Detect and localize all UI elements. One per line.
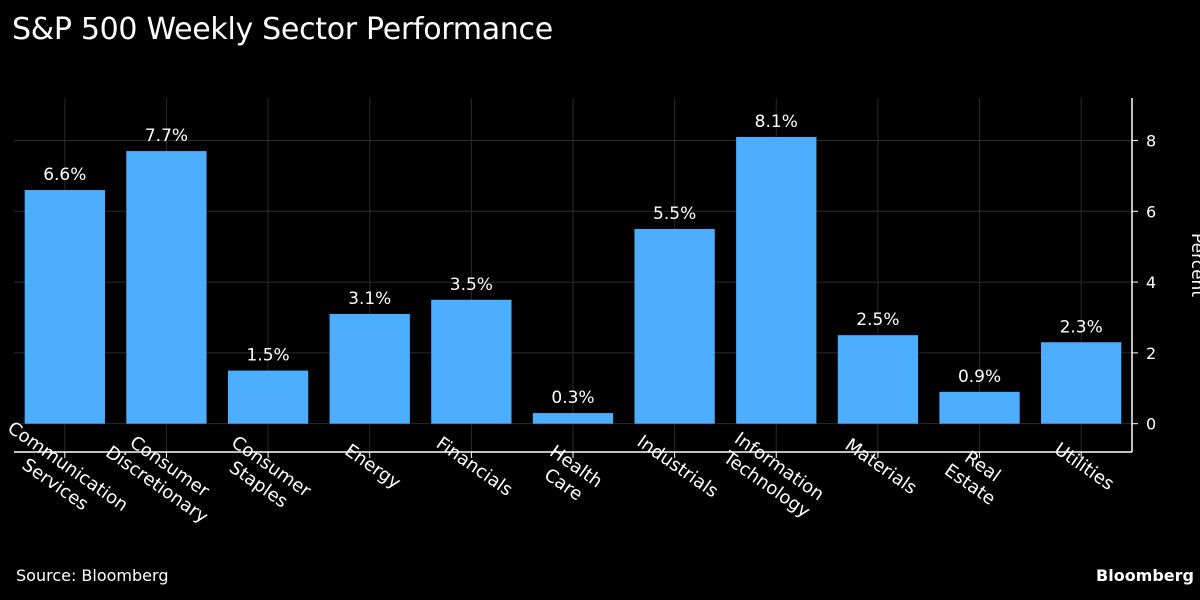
bar bbox=[329, 313, 410, 424]
axes: 0 2 4 6 8 Percent bbox=[14, 98, 1200, 458]
bar bbox=[634, 228, 715, 424]
y-tick-label: 4 bbox=[1146, 273, 1156, 292]
data-label: 3.1% bbox=[348, 289, 391, 309]
bars bbox=[24, 136, 1122, 424]
x-tick-label-line: Utilities bbox=[1050, 439, 1118, 495]
data-label: 3.5% bbox=[450, 275, 493, 295]
x-tick-label: Energy bbox=[341, 440, 405, 494]
data-label: 2.3% bbox=[1060, 317, 1103, 337]
data-label: 7.7% bbox=[145, 126, 188, 146]
y-tick-label: 6 bbox=[1146, 202, 1156, 221]
bar bbox=[24, 190, 105, 424]
data-label: 2.5% bbox=[856, 310, 899, 330]
data-label: 1.5% bbox=[246, 346, 289, 366]
x-tick-label: Utilities bbox=[1050, 439, 1118, 495]
data-label: 0.9% bbox=[958, 367, 1001, 387]
bar-value-labels: 6.6% 7.7% 1.5% 3.1% 3.5% 0.3% 5.5% 8.1% 2.5% 0.9%… bbox=[43, 112, 1103, 408]
data-label: 6.6% bbox=[43, 165, 86, 185]
x-tick-label: Materials bbox=[841, 435, 921, 500]
bar bbox=[431, 299, 512, 424]
y-tick-label: 2 bbox=[1146, 344, 1156, 363]
bar bbox=[939, 391, 1020, 424]
chart-title: S&P 500 Weekly Sector Performance bbox=[12, 12, 553, 47]
y-tick-label: 0 bbox=[1146, 415, 1156, 434]
x-tick-label-line: Financials bbox=[432, 433, 516, 501]
source-note: Source: Bloomberg bbox=[16, 566, 169, 585]
x-tick-label-line: Energy bbox=[341, 440, 405, 494]
data-label: 5.5% bbox=[653, 204, 696, 224]
y-axis-title: Percent bbox=[1187, 233, 1200, 297]
x-tick-label: Financials bbox=[432, 433, 516, 501]
bar bbox=[126, 151, 207, 424]
y-tick-label: 8 bbox=[1146, 131, 1156, 150]
x-tick-label: Industrials bbox=[633, 431, 722, 502]
x-tick-label-line: Materials bbox=[841, 435, 921, 500]
bar bbox=[227, 370, 309, 424]
bar bbox=[837, 335, 919, 424]
x-tick-label-line: Industrials bbox=[633, 431, 722, 502]
data-label: 0.3% bbox=[551, 388, 594, 408]
bar bbox=[1041, 342, 1122, 424]
bar bbox=[532, 413, 614, 424]
bloomberg-logo: Bloomberg bbox=[1096, 566, 1194, 585]
bar bbox=[736, 136, 817, 424]
data-label: 8.1% bbox=[755, 112, 798, 132]
